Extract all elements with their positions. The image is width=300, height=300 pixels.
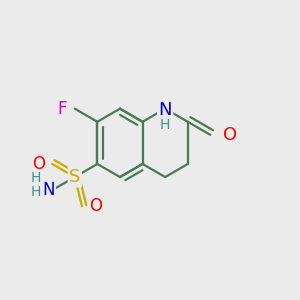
Text: S: S: [69, 168, 80, 186]
Text: H: H: [31, 171, 41, 184]
Text: O: O: [223, 126, 237, 144]
Text: O: O: [32, 155, 45, 173]
Text: O: O: [89, 197, 102, 215]
Text: H: H: [160, 118, 170, 132]
Text: F: F: [57, 100, 67, 118]
Text: N: N: [158, 101, 172, 119]
Text: H: H: [31, 184, 41, 199]
Text: N: N: [42, 181, 55, 199]
